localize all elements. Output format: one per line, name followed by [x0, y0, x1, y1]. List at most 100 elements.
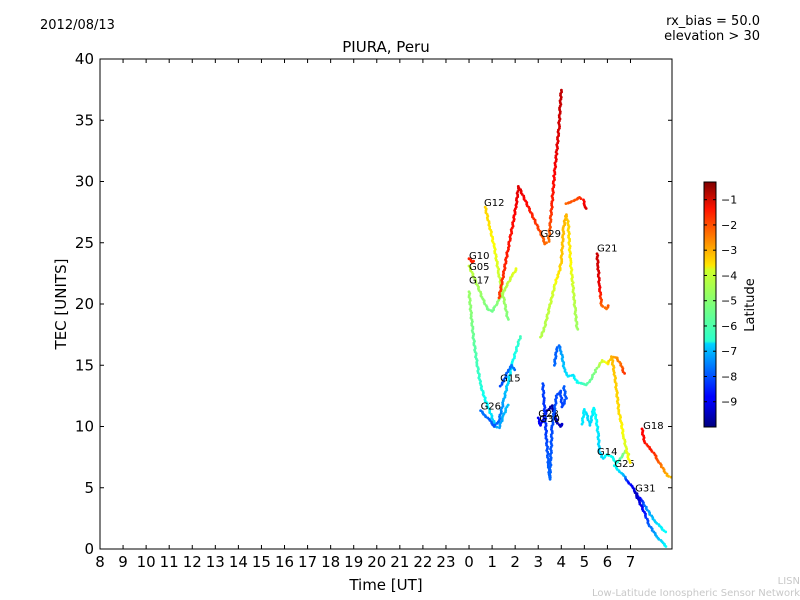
- tec-point: [643, 441, 647, 445]
- satellite-track: [610, 357, 632, 464]
- satellite-track-g30: G30: [539, 382, 568, 481]
- tec-point: [648, 513, 652, 516]
- rx-bias-label: rx_bias = 50.0: [666, 14, 760, 29]
- tec-point: [601, 305, 605, 308]
- tec-point: [595, 366, 599, 370]
- y-tick-label: 25: [75, 234, 94, 252]
- satellite-track-g28: G28: [536, 404, 564, 428]
- tec-point: [644, 516, 648, 519]
- satellite-track-g29: G29: [497, 88, 563, 300]
- tec-point: [498, 384, 502, 388]
- x-tick-label: 12: [183, 553, 202, 571]
- satellite-label: G18: [643, 421, 663, 432]
- y-tick-label: 30: [75, 173, 94, 191]
- tec-point: [577, 381, 580, 385]
- satellite-label: G30: [539, 414, 559, 425]
- elevation-label: elevation > 30: [664, 29, 760, 44]
- satellite-track-g10: G10: [467, 251, 490, 264]
- x-tick-label: 9: [118, 553, 128, 571]
- footer-line2: Low-Latitude Ionospheric Sensor Network: [592, 588, 800, 599]
- x-tick-label: 18: [321, 553, 340, 571]
- x-tick-label: 0: [464, 553, 474, 571]
- colorbar-gradient: [703, 181, 717, 428]
- x-tick-label: 22: [413, 553, 432, 571]
- x-tick-label: 14: [229, 553, 248, 571]
- x-tick-label: 21: [390, 553, 409, 571]
- tec-point: [506, 403, 510, 407]
- satellite-label: G12: [484, 198, 504, 209]
- tec-point: [555, 346, 559, 349]
- tec-point: [664, 530, 668, 534]
- satellite-track-g26: G26: [479, 335, 522, 428]
- satellite-label: G26: [481, 402, 501, 413]
- x-tick-label: 11: [160, 553, 179, 571]
- tec-point: [657, 537, 661, 541]
- satellite-label: G29: [541, 229, 561, 240]
- satellite-track-g31: G31: [633, 484, 668, 548]
- plot-frame: [99, 58, 673, 550]
- x-tick-label: 6: [603, 553, 613, 571]
- x-tick-label: 13: [206, 553, 225, 571]
- tec-point: [570, 200, 573, 203]
- x-tick-label: 5: [580, 553, 590, 571]
- x-tick-label: 19: [344, 553, 363, 571]
- colorbar-ticks: −9 −8 −7 −6 −5 −4 −3 −2 −1: [704, 194, 737, 409]
- tec-point: [513, 368, 517, 372]
- x-tick-label: 2: [510, 553, 520, 571]
- x-tick-label: 8: [95, 553, 105, 571]
- y-tick-label: 5: [84, 479, 94, 497]
- footer: LISN Low-Latitude Ionospheric Sensor Net…: [592, 576, 800, 600]
- tec-point: [621, 452, 625, 456]
- tec-point: [579, 197, 583, 201]
- satellite-label: G25: [614, 459, 634, 470]
- x-axis-label: Time [UT]: [348, 576, 422, 594]
- x-tick-label: 15: [252, 553, 271, 571]
- satellite-track: [539, 213, 580, 339]
- tec-point: [560, 422, 564, 426]
- satellite-track-g21: G21: [595, 244, 618, 311]
- x-tick-label: 3: [533, 553, 543, 571]
- tec-point: [600, 359, 604, 362]
- tec-point: [514, 267, 518, 271]
- x-tick-label: 17: [298, 553, 317, 571]
- tec-point: [650, 450, 654, 453]
- tec-point: [563, 398, 566, 402]
- y-tick-label: 10: [75, 418, 94, 436]
- colorbar-tick-label: −3: [721, 244, 737, 257]
- x-tick-label: 16: [275, 553, 294, 571]
- x-axis: 8 9 10 11 12 13 14 15 16 17 18 19 20 21 22 23 0 1 2 3 4 5 6 7: [95, 59, 635, 571]
- x-tick-label: 20: [367, 553, 386, 571]
- y-tick-label: 0: [84, 540, 94, 558]
- x-tick-label: 4: [557, 553, 567, 571]
- tec-point: [627, 481, 631, 485]
- date-label: 2012/08/13: [40, 18, 115, 33]
- satellite-label: G15: [500, 373, 520, 384]
- satellite-label: G21: [597, 244, 617, 255]
- satellite-label: G28: [538, 409, 558, 420]
- tec-point: [556, 392, 559, 396]
- satellite-track-g15: G15: [498, 363, 521, 388]
- tec-point: [560, 88, 563, 92]
- x-tick-label: 10: [137, 553, 156, 571]
- tec-point: [667, 474, 670, 478]
- tec-point: [562, 385, 566, 388]
- tec-point: [664, 545, 668, 548]
- tec-point: [593, 368, 597, 372]
- tec-point: [610, 355, 613, 359]
- x-tick-label: 23: [436, 553, 455, 571]
- satellite-track: [553, 344, 626, 387]
- tec-point: [472, 259, 475, 263]
- satellite-label: G10: [469, 251, 489, 262]
- tec-point: [623, 372, 626, 375]
- x-tick-label: 1: [487, 553, 497, 571]
- colorbar-tick-label: −2: [721, 219, 737, 232]
- x-tick-label: 7: [626, 553, 636, 571]
- y-axis: 0 5 10 15 20 25 30 35 40: [75, 50, 672, 558]
- tec-point: [576, 327, 580, 331]
- satellite-track-g18: G18: [640, 421, 673, 479]
- colorbar-tick-label: −8: [721, 370, 737, 383]
- tec-point: [564, 202, 568, 206]
- rx-bias-info: rx_bias = 50.0 elevation > 30: [664, 14, 760, 44]
- satellite-label: G05: [469, 262, 489, 273]
